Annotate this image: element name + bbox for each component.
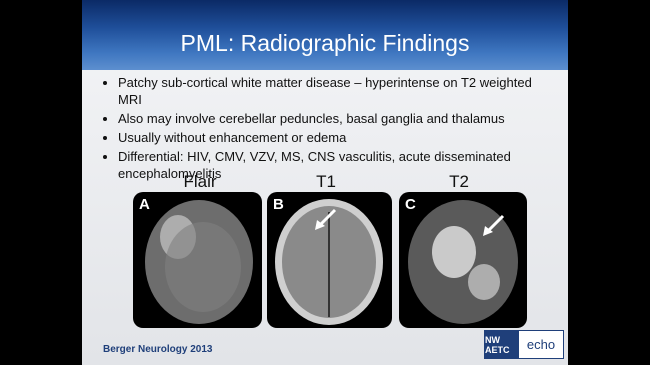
image-caption: T2 — [449, 172, 469, 191]
bullet-list: Patchy sub-cortical white matter disease… — [104, 74, 548, 184]
mri-image: B — [267, 192, 392, 328]
logo-left: NW AETC — [485, 331, 519, 358]
mri-image: C — [399, 192, 527, 328]
image-caption: Flair — [183, 172, 217, 191]
logo: NW AETC echo — [484, 330, 564, 359]
bullet: Differential: HIV, CMV, VZV, MS, CNS vas… — [118, 148, 548, 182]
brain-scan — [145, 200, 253, 324]
image-letter: C — [405, 196, 416, 213]
bullet: Usually without enhancement or edema — [118, 129, 548, 146]
bullet: Also may involve cerebellar peduncles, b… — [118, 110, 548, 127]
slide: PML: Radiographic Findings Patchy sub-co… — [82, 0, 568, 365]
brain-scan — [275, 199, 383, 325]
mri-image: A — [133, 192, 262, 328]
bullet: Patchy sub-cortical white matter disease… — [118, 74, 548, 108]
image-letter: B — [273, 196, 284, 213]
citation: Berger Neurology 2013 — [103, 344, 213, 355]
brain-scan — [408, 200, 518, 324]
slide-title: PML: Radiographic Findings — [180, 30, 470, 56]
header-band — [82, 0, 568, 70]
image-letter: A — [139, 196, 150, 213]
logo-right: echo — [526, 337, 556, 352]
image-caption: T1 — [316, 172, 336, 191]
